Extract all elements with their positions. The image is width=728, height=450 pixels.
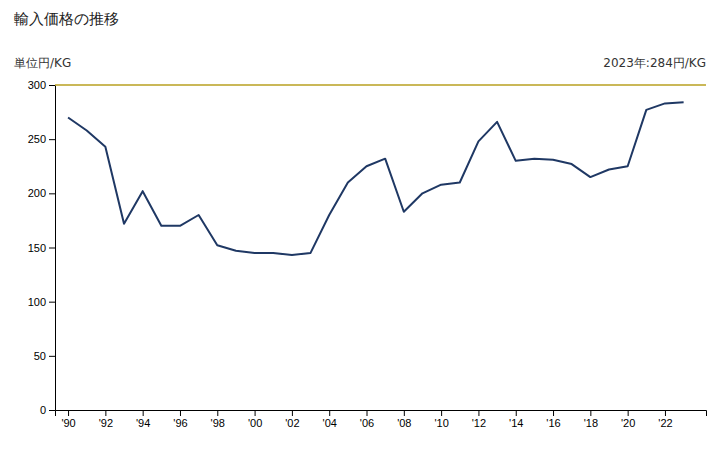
x-tick-label: '22	[658, 417, 672, 429]
plot: '90 '92 '94 '96 '98 '00 '02 '04 '06 '08 '10 '12 '14 '…	[28, 79, 707, 429]
x-tick-label: '14	[509, 417, 523, 429]
x-tick-label: '92	[99, 417, 113, 429]
x-tick-label: '04	[323, 417, 337, 429]
x-tick-mark	[441, 410, 442, 416]
x-tick-mark	[105, 410, 106, 416]
x-tick-mark	[217, 410, 218, 416]
x-tick: '96	[173, 410, 187, 429]
x-tick: '08	[397, 410, 411, 429]
line	[68, 102, 684, 255]
x-tick-mark	[255, 410, 256, 416]
x-tick: '14	[509, 410, 523, 429]
x-tick-mark	[665, 410, 666, 416]
y-tick-label: 100	[28, 296, 46, 308]
y-tick-mark	[49, 139, 55, 140]
x-tick: '06	[360, 410, 374, 429]
x-tick: '16	[546, 410, 560, 429]
x-tick: '94	[136, 410, 150, 429]
reference-line	[55, 84, 706, 86]
y-tick-label: 0	[40, 404, 46, 416]
y-tick-label: 50	[34, 350, 46, 362]
y-tick-mark	[49, 410, 55, 411]
annotation: 2023年:284円/KG	[603, 56, 706, 70]
x-tick: '12	[472, 410, 486, 429]
x-tick-label: '08	[397, 417, 411, 429]
x-tick-mark	[516, 410, 517, 416]
x-tick: '92	[99, 410, 113, 429]
x-tick: '10	[434, 410, 448, 429]
x-tick-mark	[143, 410, 144, 416]
x-tick-label: '06	[360, 417, 374, 429]
x-tick-label: '18	[584, 417, 598, 429]
x-tick-label: '12	[472, 417, 486, 429]
y-tick: 250	[28, 133, 55, 145]
x-tick-label: '02	[285, 417, 299, 429]
x-tick-mark	[628, 410, 629, 416]
x-tick-label: '94	[136, 417, 150, 429]
y-axis: 0 50 100 150 200 250 300	[28, 79, 56, 416]
x-tick: '90	[61, 410, 75, 429]
marks	[55, 85, 706, 255]
x-tick-mark	[553, 410, 554, 416]
title: 輸入価格の推移	[14, 10, 119, 28]
y-axis-line	[49, 86, 56, 411]
x-tick: '02	[285, 410, 299, 429]
x-axis-line	[56, 411, 707, 417]
y-tick-label: 300	[28, 79, 46, 91]
x-tick-label: '98	[211, 417, 225, 429]
chart: 輸入価格の推移単位円/KG2023年:284円/KG'90'92'94'96'9…	[0, 0, 728, 450]
x-tick-mark	[478, 410, 479, 416]
x-tick: '98	[211, 410, 225, 429]
x-tick-mark	[404, 410, 405, 416]
y-tick-mark	[49, 356, 55, 357]
x-tick-mark	[180, 410, 181, 416]
x-tick-label: '10	[434, 417, 448, 429]
x-tick: '22	[658, 410, 672, 429]
x-tick-label: '90	[61, 417, 75, 429]
y-tick-label: 200	[28, 187, 46, 199]
x-axis: '90 '92 '94 '96 '98 '00 '02 '04 '06 '08 '10 '12 '14 '…	[56, 410, 707, 429]
y-tick: 0	[40, 404, 55, 416]
x-tick: '00	[248, 410, 262, 429]
x-tick-mark	[590, 410, 591, 416]
y-tick-mark	[49, 248, 55, 249]
x-tick-mark	[68, 410, 69, 416]
y-tick: 100	[28, 296, 55, 308]
x-tick-mark	[292, 410, 293, 416]
x-tick: '20	[621, 410, 635, 429]
y-axis-label: 単位円/KG	[14, 56, 71, 70]
y-tick-mark	[49, 85, 55, 86]
y-tick-label: 150	[28, 242, 46, 254]
x-tick-label: '00	[248, 417, 262, 429]
y-tick: 300	[28, 79, 55, 91]
x-tick-mark	[329, 410, 330, 416]
x-tick: '04	[323, 410, 337, 429]
y-tick: 150	[28, 242, 55, 254]
y-tick-mark	[49, 302, 55, 303]
y-tick: 200	[28, 187, 55, 199]
x-tick-label: '16	[546, 417, 560, 429]
x-tick-label: '96	[173, 417, 187, 429]
y-tick-label: 250	[28, 133, 46, 145]
x-tick: '18	[584, 410, 598, 429]
y-tick-mark	[49, 193, 55, 194]
x-tick-mark	[367, 410, 368, 416]
y-tick: 50	[34, 350, 55, 362]
x-tick-label: '20	[621, 417, 635, 429]
